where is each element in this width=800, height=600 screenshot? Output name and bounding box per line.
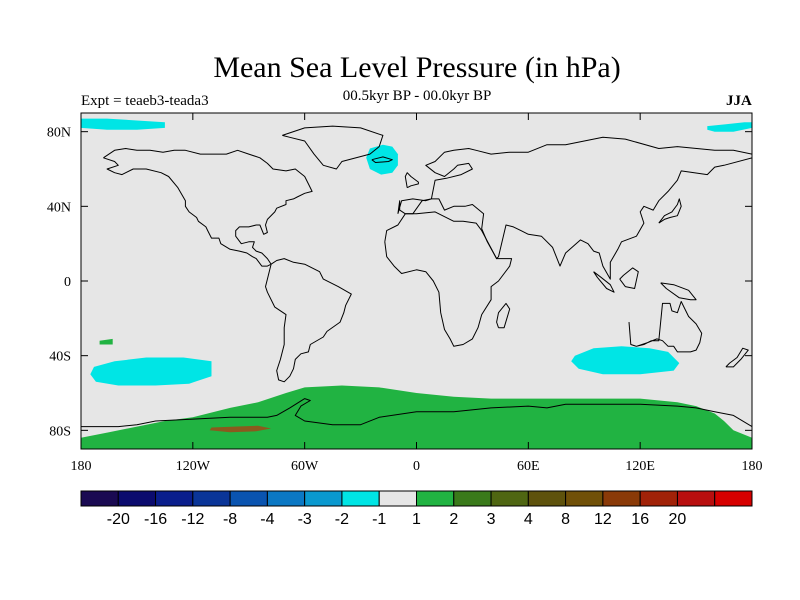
colorbar-label: 4 — [524, 511, 533, 528]
season-label: JJA — [726, 93, 752, 109]
coast-eurasia — [397, 136, 752, 280]
coast-iceland — [371, 156, 393, 163]
x-tick-label: 60W — [291, 459, 319, 474]
coast-new-guinea — [660, 282, 697, 301]
region-arctic-east-negative — [707, 122, 752, 132]
colorbar-label: -12 — [181, 511, 204, 528]
coast-antarctica — [81, 398, 752, 428]
colorbar-label: -3 — [298, 511, 312, 528]
colorbar-swatch — [490, 490, 529, 507]
coast-new-zealand — [725, 347, 749, 368]
colorbar-swatch — [714, 490, 753, 507]
x-tick-label: 60E — [517, 459, 540, 474]
colorbar-label: -8 — [223, 511, 237, 528]
colorbar-swatch — [341, 490, 380, 507]
x-tick-label: 120W — [176, 459, 211, 474]
subtitle: 00.5kyr BP - 00.0kyr BP — [342, 88, 492, 104]
y-tick-label: 80S — [49, 424, 71, 439]
coast-borneo — [619, 267, 639, 289]
colorbar-swatch — [229, 490, 268, 507]
region-north-atlantic-negative — [366, 144, 398, 175]
region-antarctic-positive-core — [209, 425, 272, 433]
region-southern-ocean-positive — [81, 385, 752, 449]
colorbar: -20 -16 -12 -8 -4 -3 -2 -1 1 2 3 4 8 12 16 20 — [80, 490, 753, 528]
x-tick-label: 120E — [625, 459, 655, 474]
coast-south-america — [265, 258, 352, 383]
coast-greenland — [282, 125, 384, 170]
experiment-label: Expt = teaeb3-teada3 — [81, 93, 209, 109]
colorbar-swatch — [80, 490, 119, 507]
y-tick-label: 40N — [47, 200, 71, 215]
colorbar-swatch — [155, 490, 194, 507]
y-tick-label: 0 — [64, 275, 71, 290]
region-south-indian-negative — [571, 346, 680, 375]
region-south-pacific-negative — [90, 357, 212, 386]
colorbar-label: -2 — [335, 511, 349, 528]
colorbar-swatch — [378, 490, 417, 507]
colorbar-swatch — [192, 490, 231, 507]
colorbar-swatch — [602, 490, 641, 507]
coast-australia — [628, 301, 703, 353]
colorbar-swatch — [565, 490, 604, 507]
colorbar-label: 20 — [669, 511, 687, 528]
anomaly-layer — [81, 118, 752, 449]
colorbar-label: 3 — [487, 511, 496, 528]
coastline-layer — [81, 125, 752, 428]
colorbar-label: 8 — [561, 511, 570, 528]
y-tick-label: 40S — [49, 350, 71, 365]
colorbar-swatch — [416, 490, 455, 507]
x-tick-label: 180 — [71, 459, 92, 474]
colorbar-label: 1 — [412, 511, 421, 528]
colorbar-label: -16 — [144, 511, 167, 528]
colorbar-swatch — [639, 490, 678, 507]
page-title: Mean Sea Level Pressure (in hPa) — [213, 51, 621, 84]
colorbar-swatch — [527, 490, 567, 507]
region-south-pacific-small-positive — [99, 338, 113, 345]
region-arctic-pacific-negative — [81, 118, 165, 130]
colorbar-label: -20 — [107, 511, 130, 528]
colorbar-swatch — [117, 490, 157, 507]
coast-sumatra — [593, 271, 615, 293]
coast-africa — [384, 211, 513, 347]
colorbar-label: 2 — [449, 511, 458, 528]
colorbar-label: -4 — [260, 511, 274, 528]
y-tick-label: 80N — [47, 126, 71, 141]
colorbar-label: 12 — [594, 511, 612, 528]
colorbar-swatch — [266, 490, 306, 507]
x-tick-label: 180 — [742, 459, 763, 474]
coast-japan — [658, 198, 682, 224]
colorbar-swatch — [453, 490, 492, 507]
colorbar-label: 16 — [631, 511, 649, 528]
coast-great-britain — [404, 172, 419, 189]
x-tick-label: 0 — [413, 459, 420, 474]
colorbar-label: -1 — [372, 511, 386, 528]
map-axes: 80N 40N 0 40S 80S 180 120W 60W 0 60E 120E 180 — [47, 113, 763, 474]
coast-north-america — [103, 148, 313, 267]
colorbar-swatch — [676, 490, 716, 507]
colorbar-swatch — [304, 490, 343, 507]
coast-madagascar — [496, 302, 511, 329]
